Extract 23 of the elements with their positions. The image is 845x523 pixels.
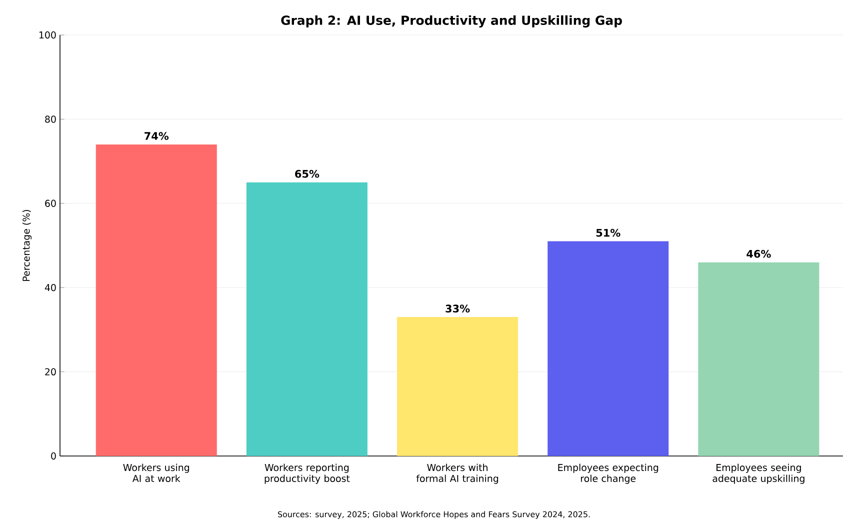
y-tick-label: 0 [51, 452, 56, 460]
data-label: 65% [295, 170, 320, 178]
y-tick-label: 40 [44, 284, 56, 292]
bar [548, 241, 669, 456]
x-tick-label: Workers with formal AI training [416, 464, 498, 484]
data-label: 51% [596, 228, 620, 237]
y-axis-title: Percentage (%) [22, 210, 32, 281]
data-label: 46% [746, 250, 771, 258]
bar [397, 317, 518, 456]
x-tick-label: Workers reporting productivity boost [264, 464, 350, 484]
x-tick-label: Employees seeing adequate upskilling [712, 464, 804, 484]
chart-title: Graph 2: AI Use, Productivity and Upskilling Gap [281, 15, 622, 28]
y-tick-label: 20 [45, 368, 56, 376]
y-tick-label: 80 [45, 116, 56, 123]
bar [96, 144, 217, 456]
y-tick-label: 60 [45, 200, 56, 207]
x-tick-label: Workers using AI at work [123, 464, 190, 482]
data-label: 74% [144, 132, 169, 140]
bar [246, 182, 368, 456]
y-tick-label: 100 [39, 31, 56, 39]
bar [698, 262, 820, 456]
data-label: 33% [446, 304, 470, 313]
x-tick-label: Employees expecting role change [558, 464, 658, 484]
